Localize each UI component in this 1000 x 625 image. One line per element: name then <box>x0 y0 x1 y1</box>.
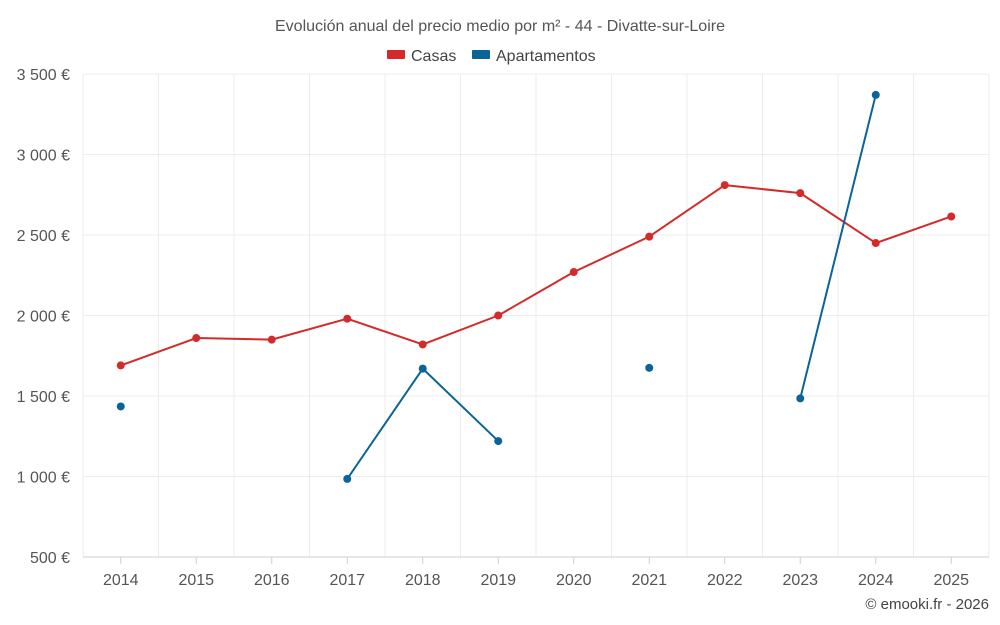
series <box>116 90 956 483</box>
series-line-apartamentos <box>799 94 877 399</box>
y-tick-label: 2 000 € <box>17 309 70 326</box>
grid <box>82 73 990 557</box>
x-tick-label: 2025 <box>933 572 969 589</box>
x-tick-label: 2015 <box>178 572 214 589</box>
data-point-apartamentos-2018[interactable] <box>418 364 427 373</box>
data-point-apartamentos-2019[interactable] <box>494 437 503 446</box>
legend-label-casas: Casas <box>411 48 456 65</box>
data-point-casas-2018[interactable] <box>418 340 427 349</box>
credit-text: © emooki.fr - 2026 <box>865 596 989 613</box>
series-casas <box>116 181 956 370</box>
series-line-apartamentos <box>346 367 499 480</box>
data-point-apartamentos-2017[interactable] <box>343 474 352 483</box>
legend-item-apartamentos[interactable]: Apartamentos <box>472 48 596 65</box>
data-point-casas-2020[interactable] <box>569 268 578 277</box>
y-tick-label: 3 500 € <box>17 67 70 84</box>
x-tick-label: 2023 <box>782 572 818 589</box>
x-tick-label: 2021 <box>631 572 667 589</box>
series-line-casas <box>120 184 952 367</box>
x-tick-label: 2022 <box>707 572 743 589</box>
x-tick-label: 2019 <box>480 572 516 589</box>
data-point-casas-2014[interactable] <box>116 361 125 370</box>
data-point-casas-2022[interactable] <box>720 181 729 190</box>
axes: 500 € 1 000 € 1 500 € 2 000 € 2 500 € 3 000 €… <box>17 67 989 589</box>
legend-label-apartamentos: Apartamentos <box>496 48 596 65</box>
data-point-casas-2015[interactable] <box>192 334 201 343</box>
legend: Casas Apartamentos <box>387 48 596 65</box>
series-apartamentos <box>116 90 880 483</box>
data-point-apartamentos-2021[interactable] <box>645 363 654 372</box>
x-tick-label: 2016 <box>254 572 290 589</box>
data-point-apartamentos-2014[interactable] <box>116 402 125 411</box>
y-tick-label: 500 € <box>30 550 70 567</box>
y-tick-label: 1 000 € <box>17 470 70 487</box>
legend-swatch-apartamentos <box>472 50 490 59</box>
legend-item-casas[interactable]: Casas <box>387 48 456 65</box>
x-tick-label: 2017 <box>329 572 365 589</box>
x-tick-label: 2014 <box>103 572 139 589</box>
y-tick-label: 2 500 € <box>17 228 70 245</box>
chart-title: Evolución anual del precio medio por m² … <box>275 18 725 35</box>
data-point-casas-2023[interactable] <box>796 189 805 198</box>
y-tick-label: 1 500 € <box>17 389 70 406</box>
data-point-casas-2017[interactable] <box>343 314 352 323</box>
data-point-apartamentos-2024[interactable] <box>871 90 880 99</box>
data-point-casas-2025[interactable] <box>947 212 956 221</box>
data-point-casas-2024[interactable] <box>871 239 880 248</box>
data-point-casas-2019[interactable] <box>494 311 503 320</box>
data-point-casas-2016[interactable] <box>267 335 276 344</box>
data-point-apartamentos-2023[interactable] <box>796 394 805 403</box>
legend-swatch-casas <box>387 50 405 59</box>
data-point-casas-2021[interactable] <box>645 232 654 241</box>
x-tick-label: 2020 <box>556 572 592 589</box>
y-tick-label: 3 000 € <box>17 148 70 165</box>
x-tick-label: 2018 <box>405 572 441 589</box>
x-tick-label: 2024 <box>858 572 894 589</box>
